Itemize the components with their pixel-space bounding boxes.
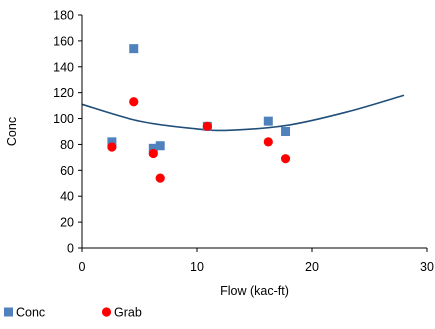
y-tick-label: 0 [67,242,74,256]
x-tick-label: 10 [190,260,204,274]
x-axis-label: Flow (kac-ft) [220,284,289,298]
legend-marker-grab [101,307,112,317]
x-tick-label: 20 [305,260,319,274]
data-point-grab [202,121,212,131]
y-axis-label: Conc [5,117,19,146]
y-tick-label: 120 [53,86,74,100]
trendline-layer [81,94,405,132]
data-point-grab [155,173,165,183]
trendline [81,94,405,132]
data-point-grab [263,137,273,147]
legend-label-conc: Conc [16,306,45,320]
data-point-conc [263,116,273,126]
legend: Conc Grab [4,306,142,320]
data-point-conc [129,44,139,54]
y-tick-label: 100 [53,112,74,126]
y-tick-label: 60 [60,164,74,178]
data-point-grab [107,142,117,152]
legend-marker-conc [4,307,13,317]
y-tick-label: 20 [60,216,74,230]
y-tick-label: 180 [53,9,74,23]
x-tick-label: 0 [79,260,86,274]
x-tick-label: 30 [420,260,434,274]
data-point-conc [107,137,117,147]
axes-layer: 0 20 40 60 80 100 120 140 160 180 0 10 20 30 Flow (kac… [5,9,434,299]
data-point-conc [155,141,165,151]
data-point-conc [148,143,158,153]
y-tick-label: 140 [53,60,74,74]
legend-label-grab: Grab [114,306,142,320]
data-point-grab [129,97,139,107]
data-point-grab [280,154,291,164]
points-layer [107,44,291,183]
data-point-conc [281,127,291,136]
y-tick-label: 40 [60,190,74,204]
data-point-grab [148,148,158,159]
y-tick-label: 160 [53,34,74,48]
y-tick-label: 80 [60,138,74,152]
